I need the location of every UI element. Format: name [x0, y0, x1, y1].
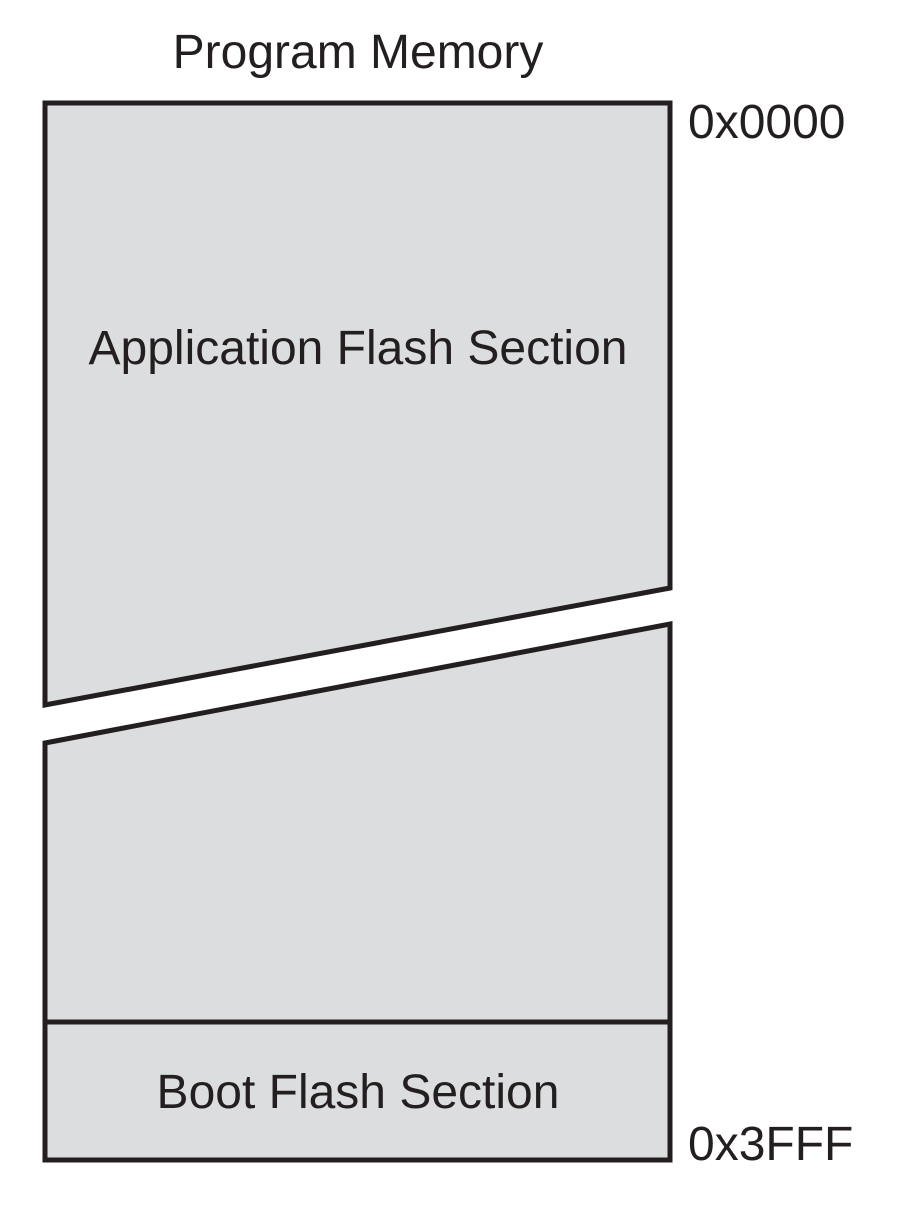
application-flash-section-label: Application Flash Section: [89, 322, 628, 375]
diagram-title: Program Memory: [173, 26, 544, 79]
start-address-label: 0x0000: [688, 96, 845, 149]
end-address-label: 0x3FFF: [688, 1118, 853, 1171]
application-flash-upper-block: [42, 100, 673, 709]
boot-flash-section-label: Boot Flash Section: [157, 1066, 560, 1119]
